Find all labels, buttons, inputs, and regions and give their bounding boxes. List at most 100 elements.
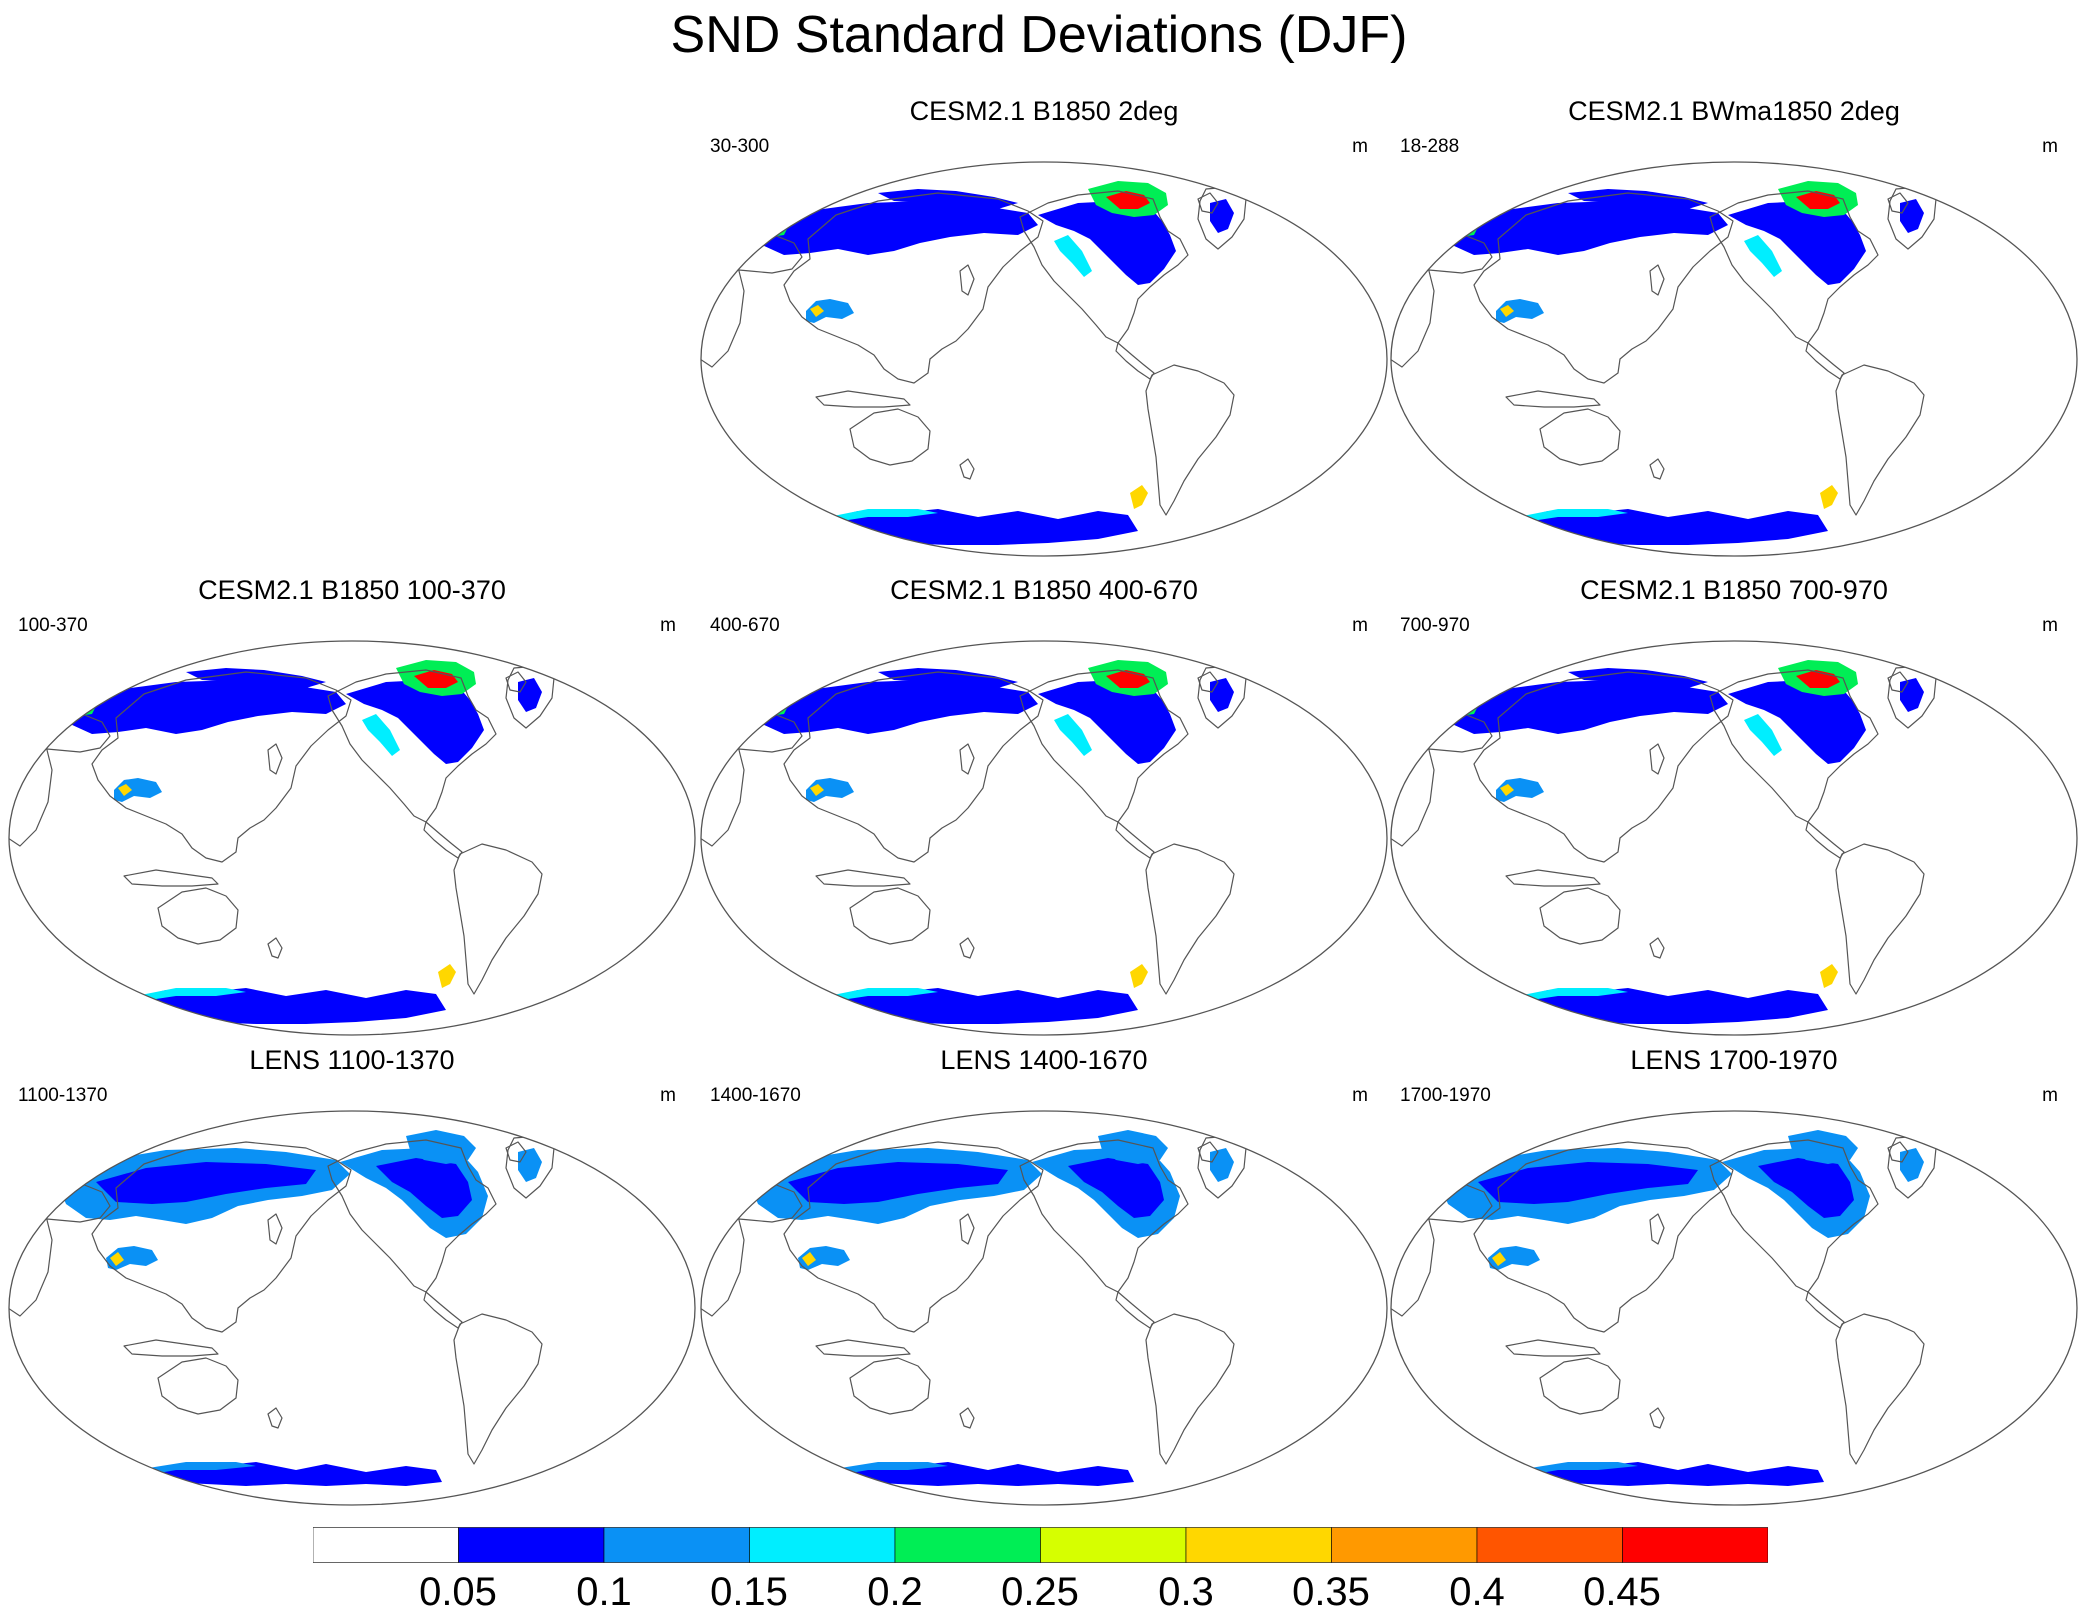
world-map [1390, 161, 2078, 557]
units-label: m [2042, 1085, 2058, 1106]
map-border [8, 640, 696, 1036]
snow-tibet-peak [802, 1252, 816, 1266]
units-label: m [660, 615, 676, 636]
snow-eurasia-core [96, 1162, 316, 1204]
snow-antarctic-edge [1518, 1462, 1638, 1476]
map-content [9, 1130, 555, 1486]
world-map [700, 640, 1388, 1036]
snow-antarctic-peninsula [1820, 485, 1838, 509]
snow-antarctic-edge [818, 988, 938, 1002]
coastline-indonesia [123, 1339, 219, 1357]
snow-rockies [362, 714, 400, 756]
snow-antarctic-edge [818, 509, 938, 523]
snow-antarctic-peninsula [438, 964, 456, 988]
units-label: m [1352, 136, 1368, 157]
coastline-south-america [1835, 843, 1925, 995]
coastline-japan [959, 743, 975, 775]
coastline-australia [1539, 408, 1621, 466]
coastline-new-zealand [267, 937, 283, 959]
snow-rockies [1744, 714, 1782, 756]
coastline-north-america [1019, 190, 1189, 344]
coastline-japan [959, 1213, 975, 1245]
coastline-asia [1473, 671, 1734, 863]
snow-siberia-band [1568, 668, 1708, 688]
snow-antarctic-edge [136, 1462, 256, 1476]
coastline-south-america [1835, 1313, 1925, 1465]
coastline-australia [849, 1357, 931, 1415]
coastline-south-america [453, 843, 543, 995]
map-panel-b1850-2deg: CESM2.1 B1850 2deg 30-300 m [698, 95, 1390, 560]
coastline-south-america [1145, 1313, 1235, 1465]
map-panel-lens-1700-1970: LENS 1700-1970 1700-1970 m [1388, 1044, 2078, 1509]
coastline-australia [849, 408, 931, 466]
year-range-label: 18-288 [1400, 136, 1460, 157]
coastline-uk [505, 671, 527, 693]
coastline-australia [1539, 1357, 1621, 1415]
snow-rockies [1054, 714, 1092, 756]
colorbar-label: 0.05 [419, 1570, 497, 1614]
snow-eurasia [1448, 201, 1728, 255]
snow-antarctic-edge [828, 1462, 948, 1476]
coastline-north-america [1019, 1139, 1189, 1293]
map-panel-lens-1400-1670: LENS 1400-1670 1400-1670 m [698, 1044, 1390, 1509]
snow-siberia-band [186, 668, 326, 688]
map-border [1390, 1110, 2078, 1506]
colorbar-swatch [1622, 1527, 1768, 1563]
colorbar-swatch [1476, 1527, 1623, 1563]
coastline-indonesia [1505, 869, 1601, 887]
units-label: m [2042, 615, 2058, 636]
coastline-indonesia [123, 869, 219, 887]
panel-title: CESM2.1 B1850 100-370 [198, 575, 506, 605]
coastline-north-america [1709, 190, 1879, 344]
map-content [1391, 660, 1937, 1024]
colorbar-swatch [1185, 1527, 1332, 1563]
snow-tibet-peak [1500, 784, 1514, 796]
snow-antarctic-edge [1508, 988, 1628, 1002]
snow-antarctica [1508, 509, 1828, 545]
units-label: m [660, 1085, 676, 1106]
panel-title: LENS 1400-1670 [940, 1045, 1148, 1075]
year-range-label: 400-670 [710, 615, 780, 636]
coastline-indonesia [1505, 1339, 1601, 1357]
snow-tibet-peak [1492, 1252, 1506, 1266]
map-panel-bwma1850-2deg: CESM2.1 BWma1850 2deg 18-288 m [1388, 95, 2078, 560]
coastline-indonesia [815, 869, 911, 887]
coastline-indonesia [815, 1339, 911, 1357]
snow-greenland [1900, 1148, 1924, 1182]
year-range-label: 1100-1370 [18, 1085, 108, 1106]
coastline-japan [1649, 1213, 1665, 1245]
coastline-asia [1473, 192, 1734, 384]
snow-antarctic-peninsula [1130, 964, 1148, 988]
coastline-new-zealand [1649, 937, 1665, 959]
coastline-japan [959, 264, 975, 296]
snow-north-america [346, 680, 484, 764]
coastline-indonesia [1505, 390, 1601, 408]
colorbar-swatch [894, 1527, 1041, 1563]
snow-arctic-outline [406, 1130, 476, 1164]
map-content [9, 660, 555, 1024]
coastline-asia [783, 1141, 1044, 1333]
coastline-uk [1887, 192, 1909, 214]
colorbar-swatch [458, 1527, 605, 1563]
colorbar-label: 0.25 [1001, 1570, 1079, 1614]
snow-eurasia-core [788, 1162, 1008, 1204]
snow-north-america-core [376, 1158, 472, 1218]
colorbar [313, 1527, 1768, 1563]
snow-greenland [518, 678, 542, 712]
snow-antarctica [126, 988, 446, 1024]
colorbar-label: 0.1 [576, 1570, 632, 1614]
map-panel-b1850-700-970: CESM2.1 B1850 700-970 700-970 m [1388, 574, 2078, 1039]
coastline-new-zealand [1649, 458, 1665, 480]
snow-tibet-peak [118, 784, 132, 796]
snow-antarctic-edge [1508, 509, 1628, 523]
coastline-new-zealand [959, 937, 975, 959]
coastline-japan [267, 1213, 283, 1245]
world-map [700, 1110, 1388, 1506]
snow-eurasia [1448, 680, 1728, 734]
snow-arctic-outline [1788, 1130, 1858, 1164]
colorbar-label: 0.35 [1292, 1570, 1370, 1614]
coastline-uk [505, 1141, 527, 1163]
coastline-uk [1887, 1141, 1909, 1163]
panel-title: LENS 1100-1370 [249, 1045, 455, 1075]
snow-greenland [1210, 1148, 1234, 1182]
